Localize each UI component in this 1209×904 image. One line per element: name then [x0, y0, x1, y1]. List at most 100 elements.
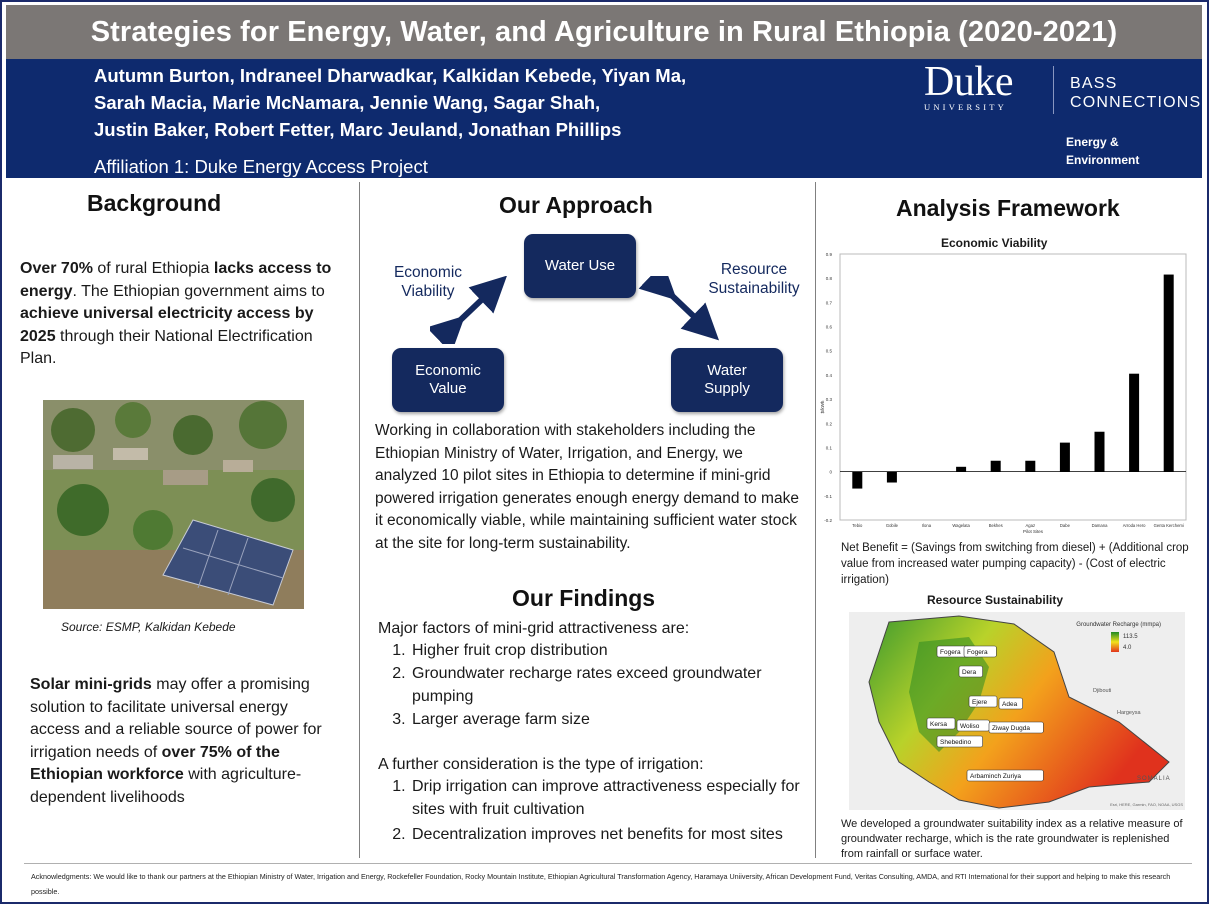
y-axis-label: $/kWh — [820, 400, 825, 413]
bar — [1129, 373, 1140, 472]
solar-minigrid-photo — [43, 400, 304, 609]
x-tick-label: Genta Kerchemi — [1154, 523, 1184, 528]
text-run: of rural Ethiopia — [92, 260, 214, 277]
y-tick-label: 0.7 — [826, 300, 833, 305]
header-band — [6, 59, 1202, 178]
box-label: Supply — [704, 380, 750, 397]
y-tick-label: 0.6 — [826, 325, 833, 330]
acknowledgments: Acknowledgments: We would like to thank … — [31, 872, 1171, 896]
factors-list: Higher fruit crop distribution Groundwat… — [378, 639, 813, 731]
findings-heading: Our Findings — [512, 585, 656, 611]
bar — [852, 471, 863, 489]
map-site-box — [998, 697, 1023, 710]
map-site-label: Shebedino — [940, 739, 971, 746]
author-list: Autumn Burton, Indraneel Dharwadkar, Kal… — [94, 62, 814, 143]
photo-illustration — [43, 400, 304, 609]
y-tick-label: 0.5 — [826, 349, 833, 354]
map-label: 113.5 — [1123, 634, 1138, 640]
map-site-box — [926, 717, 956, 730]
economic-value-box: Economic Value — [392, 348, 504, 412]
bar — [1025, 460, 1036, 472]
map-label: Djibouti — [1093, 688, 1111, 694]
list-item: Groundwater recharge rates exceed ground… — [410, 662, 813, 708]
y-tick-label: 0.8 — [826, 276, 833, 281]
label-line: Resource — [720, 261, 788, 278]
map-title: Resource Sustainability — [927, 593, 1064, 607]
text-run: through their National Electrification P… — [20, 327, 313, 368]
bar — [956, 466, 967, 472]
map-site-box — [958, 665, 983, 678]
map-label: Esri, HERE, Garmin, FAO, NOAA, USGS — [1110, 802, 1183, 807]
x-tick-label: Agaz — [1026, 523, 1036, 528]
column-divider — [359, 182, 360, 858]
map-site-box — [968, 695, 998, 708]
bass-word: BASS — [1070, 75, 1118, 92]
y-tick-label: 0.4 — [826, 373, 833, 378]
map-site-label: Arbaminch Zuriya — [970, 773, 1021, 780]
theme-line: Environment — [1066, 153, 1140, 167]
affiliation: Affiliation 1: Duke Energy Access Projec… — [94, 156, 428, 177]
y-tick-label: 0.2 — [826, 421, 833, 426]
y-tick-label: 0.1 — [826, 445, 833, 450]
economic-viability-chart: -0.2 -0.1 0 0.1 0.2 0.3 0.4 0.5 0.6 0.7 0.8 0.9 Tebi… — [820, 252, 1187, 534]
duke-wordmark: Duke — [924, 59, 1013, 105]
map-site-label: Woliso — [960, 723, 980, 730]
map-site-label: Fogera — [940, 649, 961, 656]
approach-text: Working in collaboration with stakeholde… — [375, 422, 799, 552]
logo-divider — [1053, 66, 1054, 114]
groundwater-map: Groundwater Recharge (mmpa) 113.5 4.0 Fo… — [849, 612, 1185, 810]
diagram-arrows — [430, 276, 720, 344]
chart-title: Economic Viability — [941, 236, 1048, 250]
water-supply-box: Water Supply — [671, 348, 783, 412]
map-site-label: Dera — [962, 669, 976, 676]
bar — [990, 460, 1001, 472]
map-label: Groundwater Recharge (mmpa) — [1076, 622, 1161, 628]
text-bold: achieve universal electricity access by … — [20, 305, 314, 345]
list-item: Drip irrigation can improve attractivene… — [410, 775, 814, 821]
list-item: Higher fruit crop distribution — [410, 639, 813, 662]
text-run: . The Ethiopian government aims to — [72, 282, 325, 300]
findings-intro-2: A further consideration is the type of i… — [378, 756, 704, 773]
y-tick-label: -0.2 — [824, 518, 832, 523]
poster-title: Strategies for Energy, Water, and Agricu… — [6, 5, 1202, 59]
y-tick-label: 0.3 — [826, 397, 833, 402]
ethiopia-recharge-map: Groundwater Recharge (mmpa) 113.5 4.0 Fo… — [849, 612, 1185, 810]
background-heading: Background — [87, 190, 222, 216]
bar — [886, 471, 897, 483]
x-tick-label: Wagelata — [952, 523, 970, 528]
water-use-box: Water Use — [524, 234, 636, 298]
net-benefit-formula: Net Benefit = (Savings from switching fr… — [841, 542, 1189, 586]
x-tick-label: Damana — [1092, 523, 1108, 528]
map-site-box — [966, 769, 1044, 782]
framework-heading: Analysis Framework — [896, 195, 1120, 221]
approach-heading: Our Approach — [499, 192, 653, 218]
background-paragraph-2: Solar mini-grids may offer a promising s… — [30, 674, 340, 809]
map-label: SOMALIA — [1137, 776, 1171, 782]
bar — [1094, 431, 1105, 472]
x-tick-label: Ilona — [922, 523, 932, 528]
text-run: may offer a promising solution to facili… — [30, 676, 322, 761]
duke-logo: Duke UNIVERSITY — [924, 59, 1036, 112]
author-line: Autumn Burton, Indraneel Dharwadkar, Kal… — [94, 65, 687, 86]
list-item: Decentralization improves net benefits f… — [410, 823, 814, 846]
text-bold: Over 70% — [20, 260, 93, 277]
box-label: Water — [707, 362, 747, 379]
map-site-box — [936, 735, 983, 748]
background-paragraph-1: Over 70% of rural Ethiopia lacks access … — [20, 258, 350, 371]
text-bold: lacks access to energy — [20, 260, 332, 300]
resource-sustainability-label: Resource Sustainability — [700, 260, 808, 298]
map-site-label: Adea — [1002, 701, 1018, 708]
x-tick-label: Dabe — [1060, 523, 1071, 528]
x-tick-label: Tebio — [852, 523, 863, 528]
theme-line: Energy & — [1066, 135, 1119, 149]
map-description: We developed a groundwater suitability i… — [841, 818, 1183, 860]
map-site-box — [988, 721, 1044, 734]
author-line: Sarah Macia, Marie McNamara, Jennie Wang… — [94, 92, 601, 113]
y-tick-label: 0.9 — [826, 252, 833, 257]
map-site-label: Ziway Dugda — [992, 725, 1030, 732]
legend-swatch — [1111, 632, 1119, 652]
map-label: 4.0 — [1123, 645, 1132, 651]
x-tick-label: Bekhes — [989, 523, 1003, 528]
x-tick-label: Gobile — [886, 523, 899, 528]
